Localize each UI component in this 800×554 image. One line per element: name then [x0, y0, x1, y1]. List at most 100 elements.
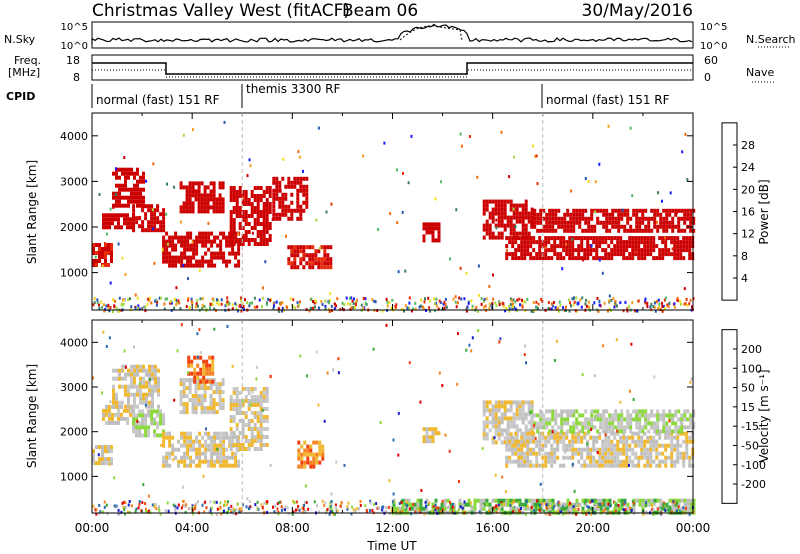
data-cell — [150, 417, 154, 422]
data-cell — [491, 306, 494, 310]
data-cell — [372, 347, 375, 351]
data-cell — [364, 301, 367, 305]
data-cell — [201, 503, 204, 507]
data-cell — [227, 500, 229, 504]
data-cell — [500, 207, 504, 212]
data-cell — [497, 400, 501, 405]
data-cell — [581, 373, 584, 377]
data-cell — [677, 425, 681, 430]
data-cell — [635, 212, 639, 217]
data-cell — [568, 443, 572, 448]
data-cell — [210, 512, 213, 516]
data-cell — [124, 183, 127, 188]
data-cell — [420, 298, 423, 302]
data-cell — [575, 498, 579, 503]
nsearch-trace — [399, 25, 463, 41]
data-cell — [94, 255, 97, 259]
data-cell — [282, 157, 285, 161]
data-cell — [201, 259, 205, 264]
data-cell — [210, 447, 214, 452]
data-cell — [563, 220, 567, 225]
data-cell — [434, 503, 437, 507]
data-cell — [545, 212, 549, 217]
data-cell — [414, 301, 417, 305]
data-cell — [688, 459, 692, 464]
data-cell — [541, 463, 545, 468]
data-cell — [657, 298, 660, 302]
data-cell — [141, 425, 145, 430]
data-cell — [548, 216, 552, 221]
data-cell — [261, 434, 264, 438]
data-cell — [205, 379, 209, 384]
data-cell — [204, 259, 208, 264]
colorbar-tick-label: 24 — [741, 161, 755, 174]
data-cell — [278, 500, 281, 504]
data-cell — [431, 506, 435, 511]
data-cell — [198, 263, 202, 268]
data-cell — [203, 197, 207, 202]
data-cell — [638, 425, 642, 430]
data-cell — [156, 300, 159, 304]
data-cell — [153, 212, 157, 217]
data-cell — [185, 305, 188, 308]
data-cell — [126, 225, 129, 230]
data-cell — [673, 501, 676, 505]
data-cell — [530, 309, 533, 313]
data-cell — [566, 212, 570, 217]
data-cell — [136, 171, 139, 176]
data-cell — [185, 209, 189, 214]
data-cell — [174, 255, 178, 260]
data-cell — [538, 252, 542, 257]
data-cell — [259, 395, 263, 399]
data-cell — [644, 409, 648, 414]
data-cell — [112, 206, 115, 209]
data-cell — [577, 435, 581, 440]
data-cell — [680, 425, 684, 430]
data-cell — [219, 239, 223, 244]
data-cell — [182, 410, 186, 415]
data-cell — [655, 439, 659, 444]
data-cell — [145, 372, 148, 377]
data-cell — [581, 296, 584, 300]
data-cell — [628, 244, 632, 249]
data-cell — [124, 388, 127, 393]
data-cell — [673, 443, 677, 448]
data-cell — [104, 457, 107, 462]
data-cell — [536, 421, 540, 426]
data-cell — [191, 410, 195, 415]
data-cell — [604, 240, 608, 245]
data-cell — [317, 403, 320, 407]
data-cell — [671, 224, 675, 229]
data-cell — [139, 396, 142, 401]
data-cell — [386, 304, 389, 308]
data-cell — [535, 240, 539, 245]
data-cell — [117, 420, 120, 425]
data-cell — [596, 417, 600, 422]
data-cell — [162, 463, 166, 468]
data-cell — [601, 447, 605, 452]
data-cell — [527, 420, 531, 425]
data-cell — [414, 510, 417, 514]
data-cell — [566, 429, 570, 434]
data-cell — [670, 459, 674, 464]
data-cell — [253, 238, 257, 242]
data-cell — [494, 420, 498, 425]
data-cell — [101, 251, 104, 255]
data-cell — [262, 242, 266, 246]
data-cell — [592, 443, 596, 448]
data-cell — [118, 368, 121, 373]
data-cell — [203, 386, 207, 391]
data-cell — [235, 435, 239, 439]
data-cell — [108, 221, 111, 226]
data-cell — [565, 455, 569, 460]
data-cell — [643, 451, 647, 456]
data-cell — [515, 400, 519, 405]
data-cell — [518, 297, 521, 301]
data-cell — [419, 502, 423, 507]
data-cell — [165, 435, 169, 440]
data-cell — [229, 234, 233, 238]
data-cell — [130, 368, 133, 373]
data-cell — [529, 252, 533, 257]
data-cell — [133, 191, 136, 196]
